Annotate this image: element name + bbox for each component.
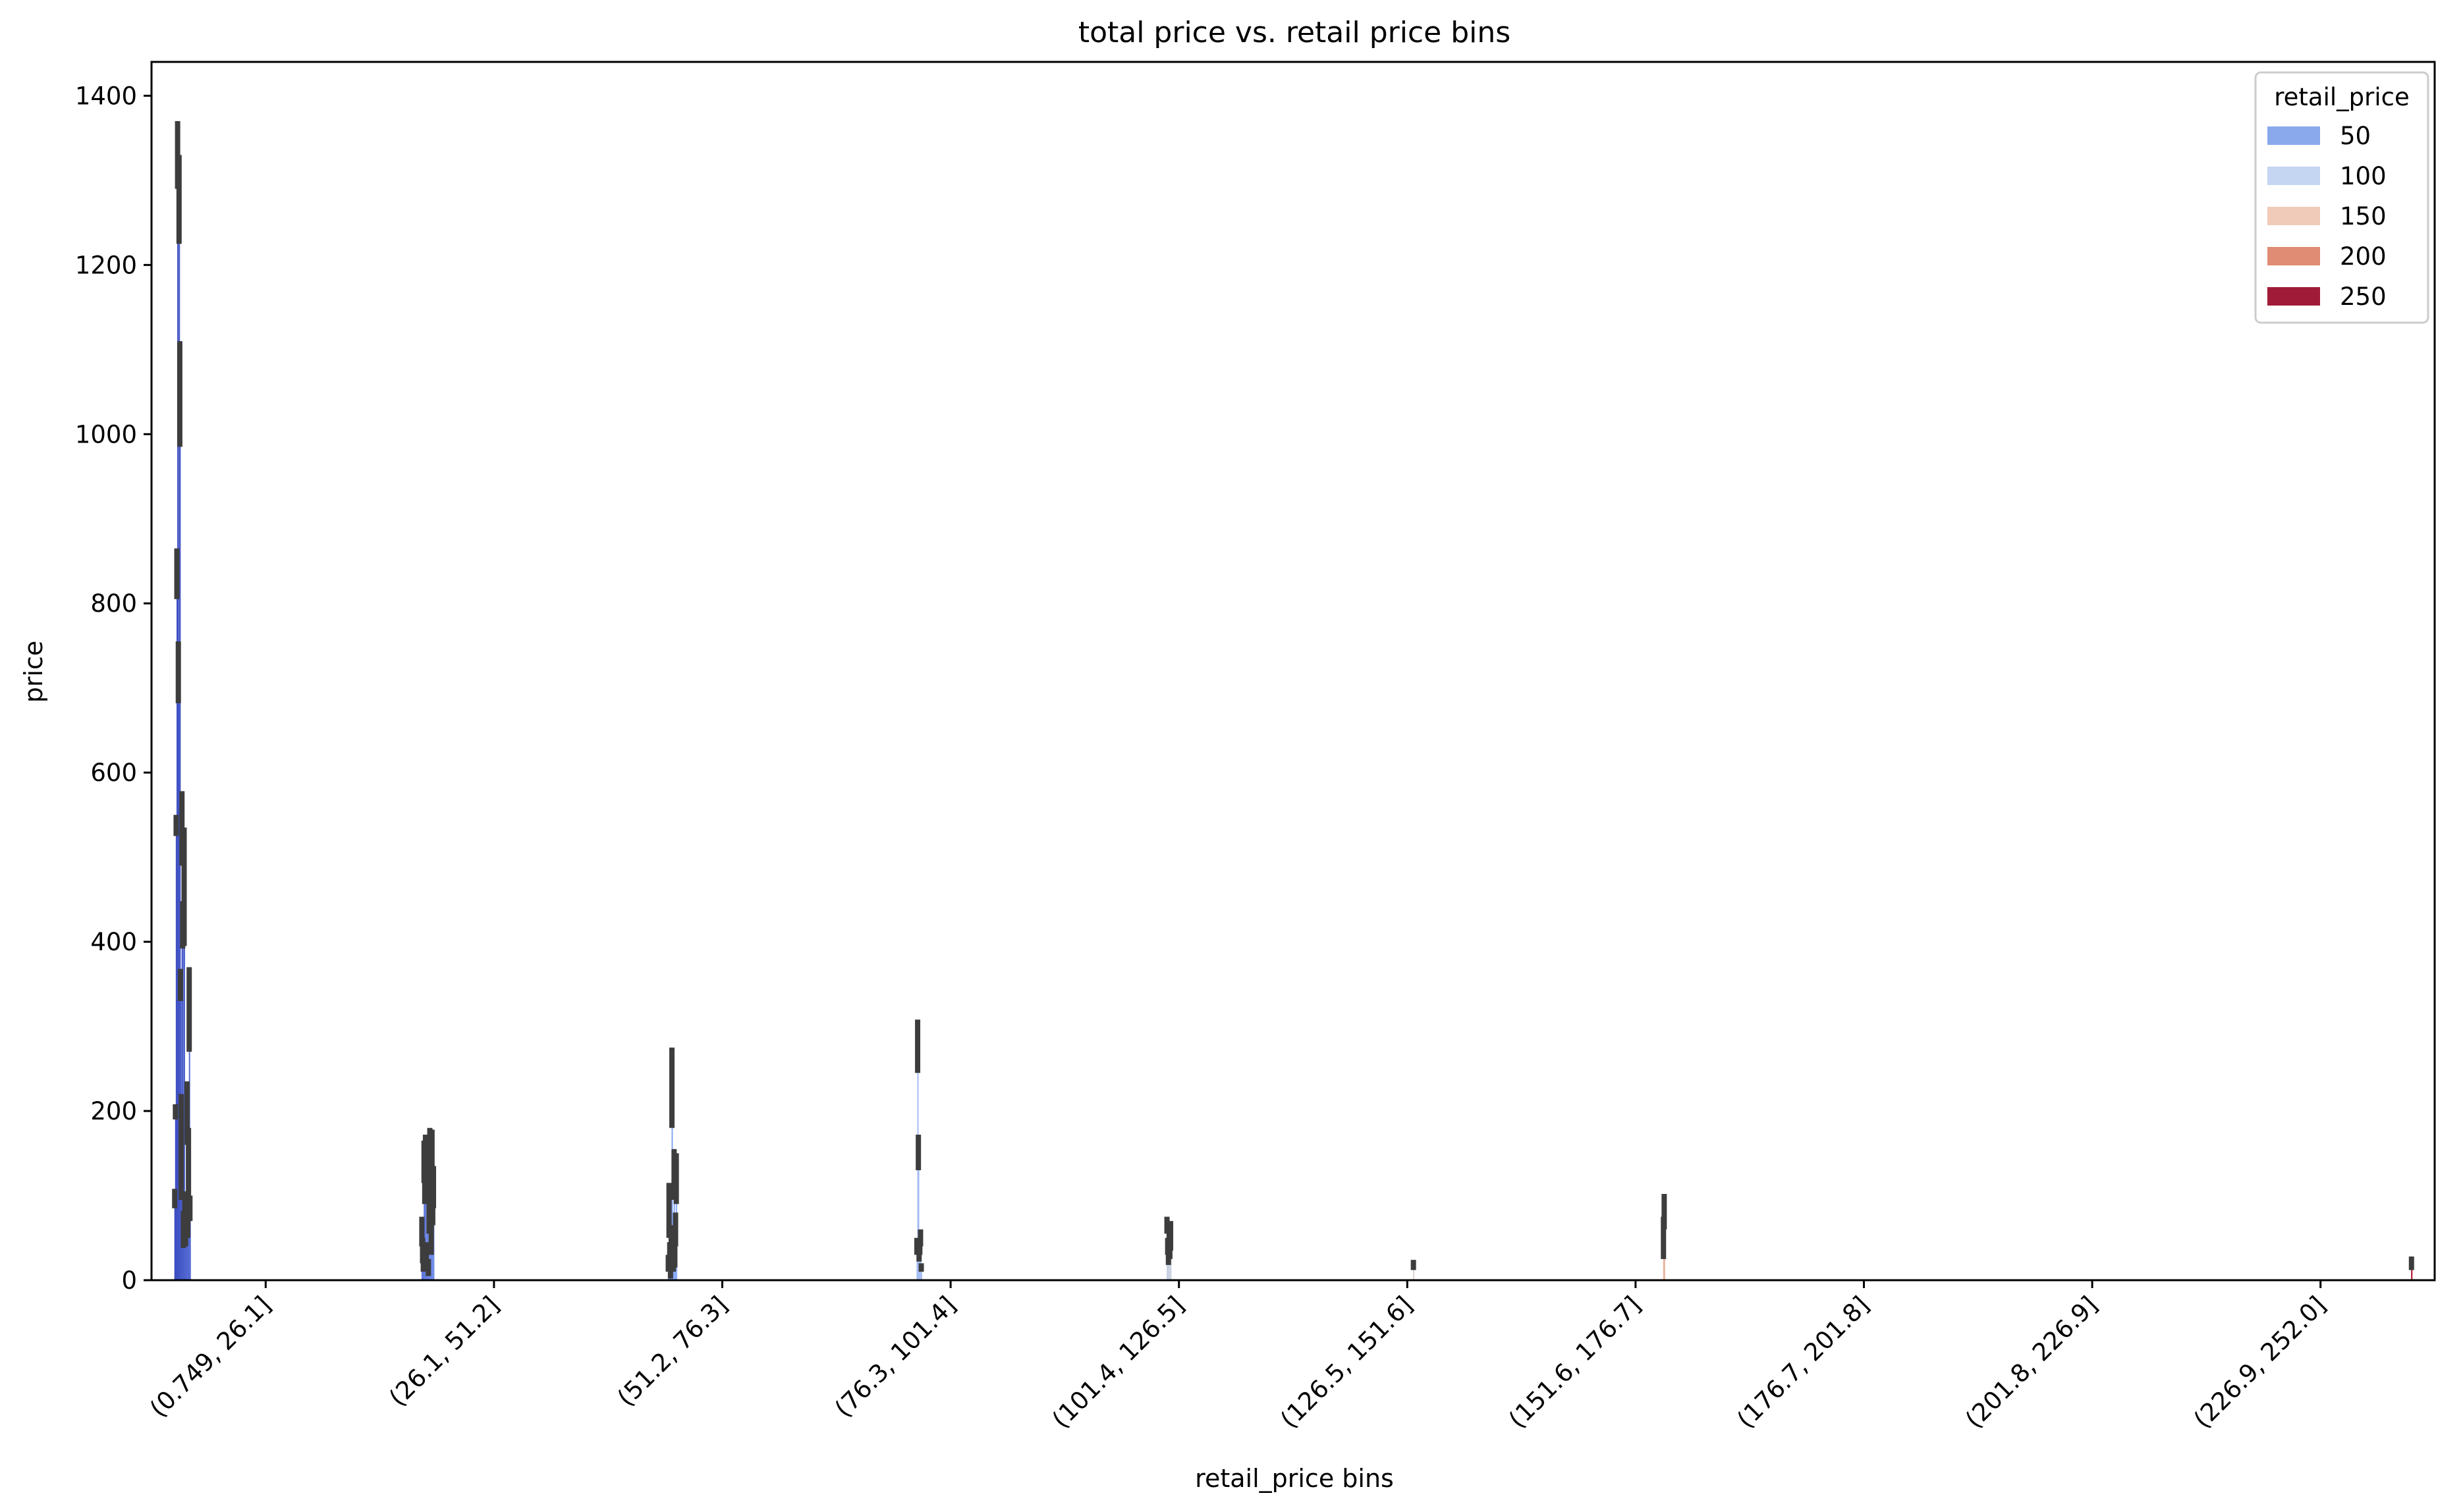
bar [424, 1187, 426, 1280]
legend-swatch [2267, 126, 2320, 145]
bar [181, 827, 183, 1280]
legend-swatch [2267, 287, 2320, 306]
legend-label: 200 [2340, 242, 2387, 271]
bar [916, 1246, 918, 1280]
legend: retail_price 50 100 150 200 250 [2254, 71, 2429, 324]
bar [425, 1153, 427, 1280]
bar [2411, 1263, 2413, 1280]
y-tick-label: 800 [90, 589, 137, 618]
legend-label: 50 [2340, 122, 2371, 150]
bar [177, 155, 179, 1280]
axes-frame [150, 61, 2436, 1282]
y-tick-label: 0 [121, 1266, 137, 1295]
bar [920, 1267, 922, 1280]
bar [187, 1221, 189, 1280]
y-axis: 0 200 400 600 800 1000 1200 1400 [75, 82, 152, 1295]
y-tick-label: 600 [90, 759, 137, 787]
x-axis-label: retail_price bins [1195, 1464, 1394, 1493]
y-tick-label: 1200 [75, 251, 137, 279]
bar [189, 1208, 191, 1280]
bar [174, 1199, 176, 1280]
bar [1169, 1251, 1171, 1280]
legend-label: 100 [2340, 162, 2387, 190]
y-tick-label: 1000 [75, 420, 137, 448]
chart-title: total price vs. retail price bins [1078, 16, 1510, 49]
y-tick-label: 200 [90, 1097, 137, 1125]
legend-entries: 50 100 150 200 250 [2267, 122, 2387, 311]
y-tick-label: 400 [90, 928, 137, 956]
legend-swatch [2267, 167, 2320, 185]
bar [1413, 1264, 1415, 1280]
bar [175, 823, 177, 1280]
legend-label: 150 [2340, 202, 2387, 230]
legend-label: 250 [2340, 283, 2387, 311]
y-tick-label: 1400 [75, 82, 137, 110]
legend-swatch [2267, 247, 2320, 265]
bar [176, 574, 178, 1280]
error-bars-layer [172, 121, 2414, 1279]
bar [179, 201, 180, 1281]
bar [182, 1229, 184, 1280]
bar [1168, 1258, 1170, 1280]
bar [918, 1153, 920, 1280]
legend-swatch [2267, 207, 2320, 225]
legend-title: retail_price [2274, 83, 2410, 111]
y-axis-label: price [19, 641, 48, 703]
bar [185, 1229, 187, 1280]
